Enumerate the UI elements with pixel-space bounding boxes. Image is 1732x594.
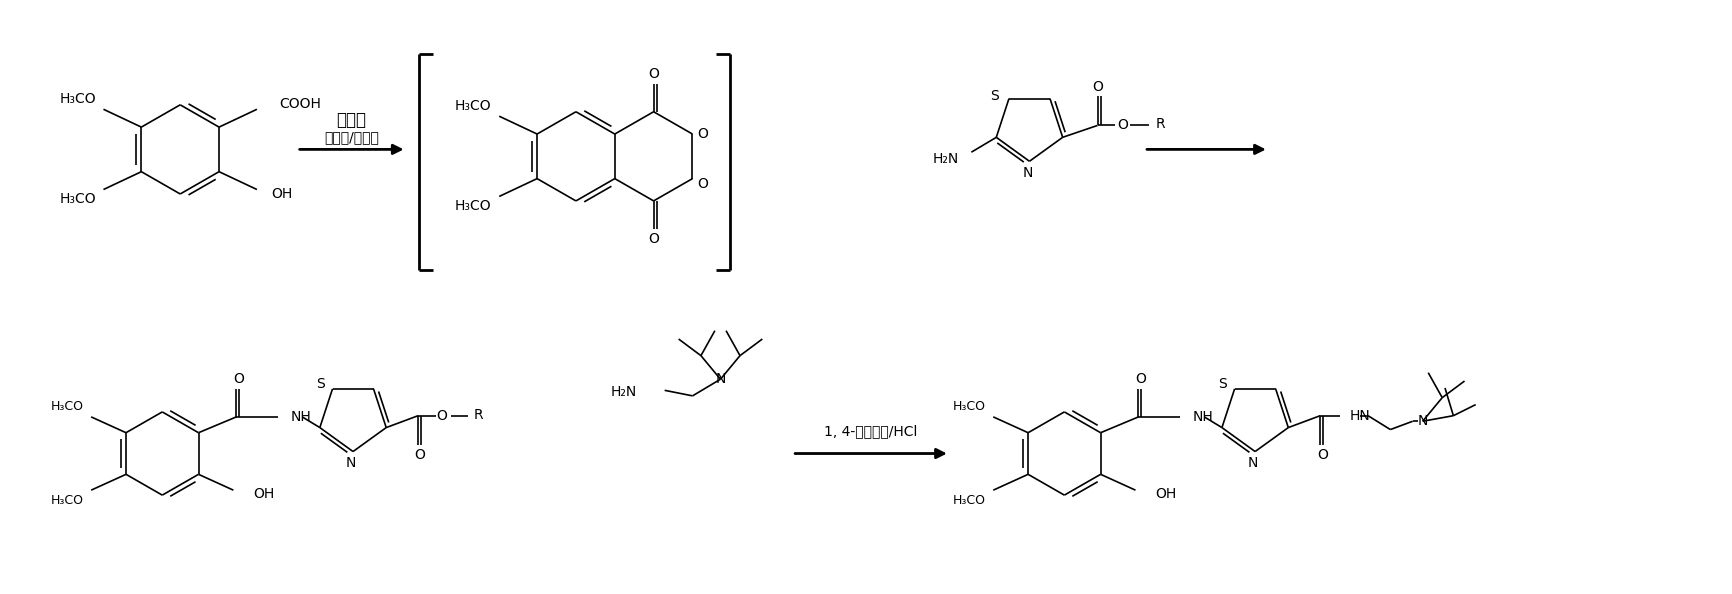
Text: COOH: COOH (279, 97, 320, 111)
Text: H₃CO: H₃CO (52, 494, 85, 507)
Text: 1, 4-二氧六环/HCl: 1, 4-二氧六环/HCl (824, 424, 918, 438)
Text: HN: HN (1349, 409, 1370, 423)
Text: R: R (473, 407, 483, 422)
Text: H₂N: H₂N (932, 152, 958, 166)
Text: H₃CO: H₃CO (52, 400, 85, 413)
Text: O: O (1091, 80, 1102, 94)
Text: O: O (1134, 372, 1145, 386)
Text: R: R (1155, 118, 1164, 131)
Text: H₃CO: H₃CO (953, 494, 986, 507)
Text: O: O (648, 232, 658, 245)
Text: O: O (648, 67, 658, 81)
Text: NH: NH (289, 410, 310, 424)
Text: N: N (715, 372, 726, 386)
Text: S: S (989, 89, 998, 103)
Text: N: N (1417, 414, 1427, 428)
Text: N: N (1022, 166, 1032, 180)
Text: OH: OH (253, 487, 274, 501)
Text: H₂N: H₂N (610, 386, 636, 399)
Text: H₃CO: H₃CO (61, 92, 97, 106)
Text: H₃CO: H₃CO (454, 200, 490, 213)
Text: OH: OH (270, 188, 293, 201)
Text: N: N (1247, 456, 1257, 470)
Text: S: S (1218, 377, 1226, 391)
Text: O: O (1316, 448, 1327, 462)
Text: H₃CO: H₃CO (953, 400, 986, 413)
Text: H₃CO: H₃CO (454, 99, 490, 113)
Text: O: O (414, 448, 426, 462)
Text: OH: OH (1155, 487, 1176, 501)
Text: S: S (315, 377, 324, 391)
Text: 有机碱: 有机碱 (336, 110, 367, 129)
Text: O: O (436, 409, 447, 423)
Text: O: O (1117, 118, 1128, 132)
Text: N: N (346, 456, 357, 470)
Text: H₃CO: H₃CO (61, 192, 97, 207)
Text: NH: NH (1192, 410, 1212, 424)
Text: O: O (696, 176, 707, 191)
Text: O: O (232, 372, 244, 386)
Text: O: O (696, 127, 707, 141)
Text: 三光气/双光气: 三光气/双光气 (324, 131, 379, 144)
